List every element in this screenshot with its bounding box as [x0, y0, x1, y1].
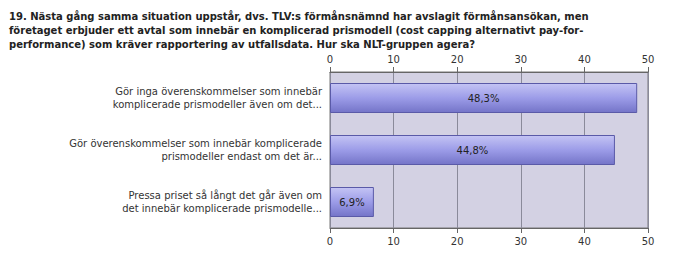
svg-text:19. Nästa gång samma situation: 19. Nästa gång samma situation uppstår, … [9, 10, 589, 22]
svg-text:20: 20 [451, 236, 464, 247]
svg-text:10: 10 [387, 236, 400, 247]
svg-text:Gör inga överenskommelser som: Gör inga överenskommelser som innebär [115, 86, 323, 97]
svg-text:40: 40 [578, 236, 591, 247]
svg-text:30: 30 [514, 236, 527, 247]
svg-text:0: 0 [327, 54, 333, 65]
svg-text:10: 10 [387, 54, 400, 65]
svg-text:40: 40 [578, 54, 591, 65]
svg-text:6,9%: 6,9% [339, 197, 364, 208]
svg-text:företaget erbjuder ett avtal s: företaget erbjuder ett avtal som innebär… [9, 25, 583, 36]
svg-text:48,3%: 48,3% [468, 93, 500, 104]
svg-text:performance) som kräver rappor: performance) som kräver rapportering av … [9, 39, 475, 50]
svg-text:0: 0 [327, 236, 333, 247]
svg-text:44,8%: 44,8% [457, 145, 489, 156]
svg-text:prismodeller endast om det är.: prismodeller endast om det är... [161, 151, 322, 162]
svg-text:50: 50 [642, 54, 655, 65]
svg-text:det innebär komplicerade prism: det innebär komplicerade prismodelle... [122, 203, 322, 214]
svg-text:komplicerade prismodeller även: komplicerade prismodeller även om det... [113, 99, 322, 110]
svg-text:Gör överenskommelser som inneb: Gör överenskommelser som innebär komplic… [69, 138, 322, 149]
svg-text:20: 20 [451, 54, 464, 65]
svg-text:30: 30 [514, 54, 527, 65]
svg-text:50: 50 [642, 236, 655, 247]
svg-text:Pressa priset så långt det går: Pressa priset så långt det går även om [129, 189, 322, 201]
